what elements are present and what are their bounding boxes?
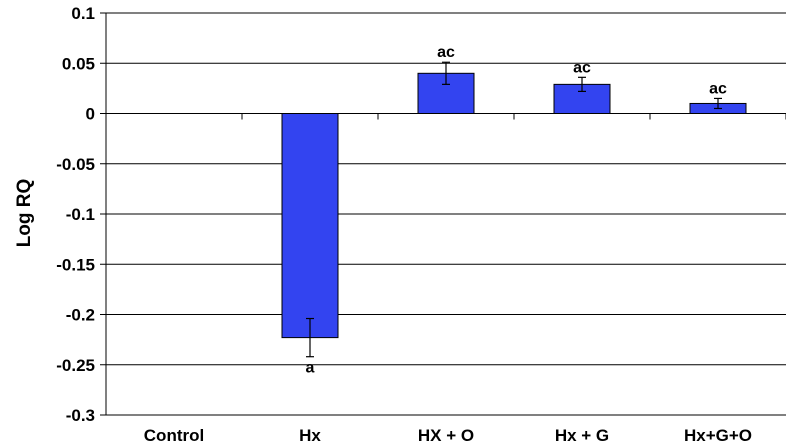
y-axis-title: Log RQ <box>14 179 35 248</box>
y-tick-label: -0.2 <box>66 306 95 325</box>
significance-label: ac <box>437 44 455 61</box>
category-label: Hx + G <box>555 426 609 445</box>
category-label: Control <box>144 426 204 445</box>
y-tick-label: -0.25 <box>56 356 95 375</box>
category-label: HX + O <box>418 426 474 445</box>
y-tick-label: -0.1 <box>66 205 95 224</box>
y-tick-labels: 0.1 0.05 0 -0.05 -0.1 -0.15 -0.2 -0.25 -0.3 <box>56 4 95 425</box>
y-tick-label: -0.05 <box>56 155 95 174</box>
category-labels: Control Hx HX + O Hx + G Hx+G+O <box>144 426 752 445</box>
bar <box>281 113 339 339</box>
y-tick-label: -0.3 <box>66 406 95 425</box>
axes <box>100 12 786 416</box>
category-label: Hx <box>299 426 321 445</box>
y-tick-label: 0 <box>86 105 95 124</box>
y-tick-label: 0.1 <box>71 4 95 23</box>
y-tick-label: 0.05 <box>62 54 95 73</box>
bars <box>281 72 747 339</box>
category-label: Hx+G+O <box>684 426 752 445</box>
gridlines <box>106 12 786 416</box>
significance-label: ac <box>573 59 591 76</box>
significance-labels: a ac ac ac <box>306 44 727 376</box>
y-tick-label: -0.15 <box>56 255 95 274</box>
error-bars <box>306 61 722 358</box>
significance-label: a <box>306 360 315 377</box>
significance-label: ac <box>709 80 727 97</box>
